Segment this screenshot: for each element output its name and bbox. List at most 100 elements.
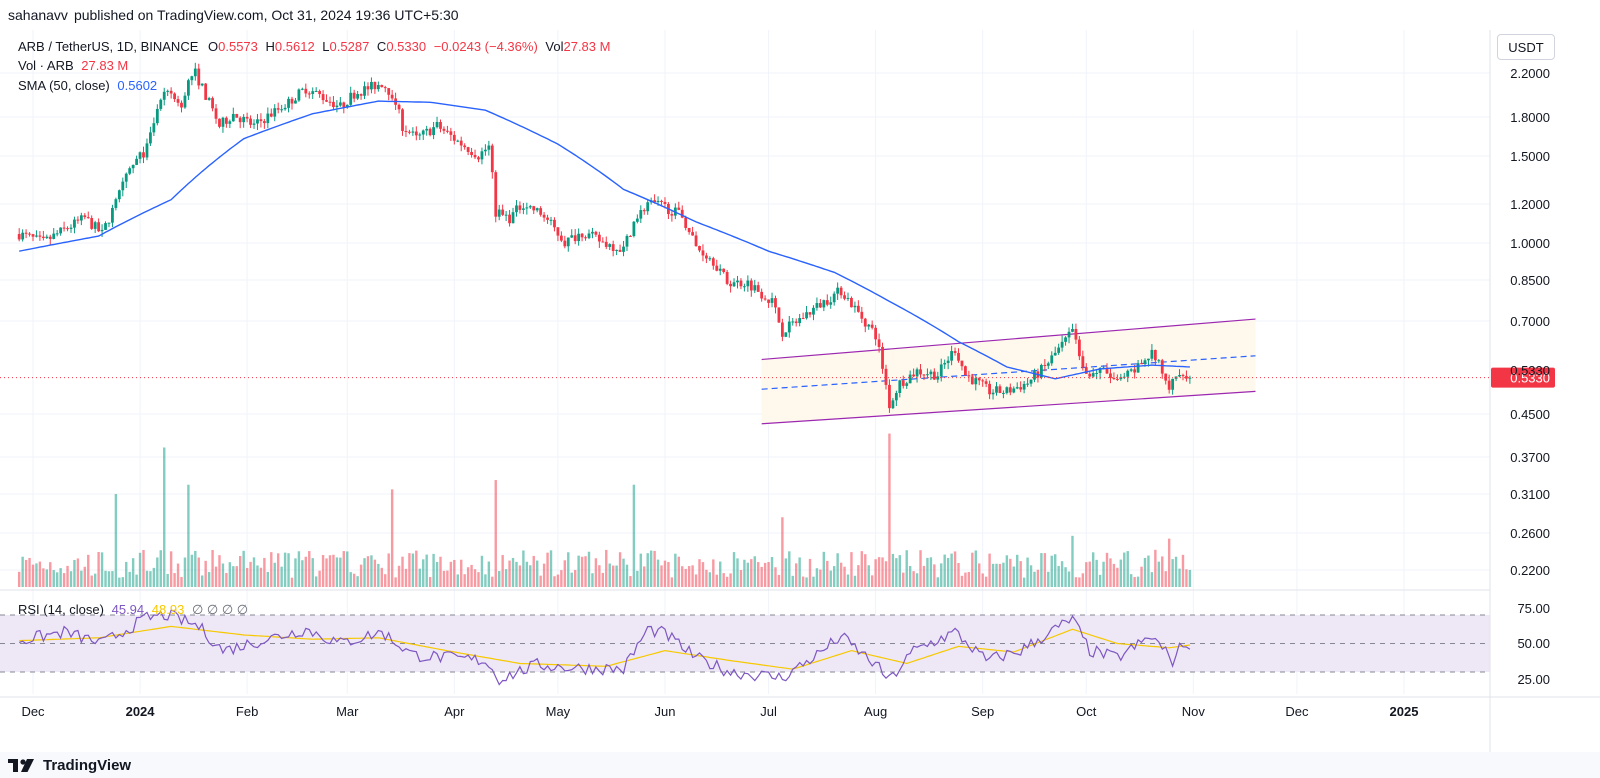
volume-bar xyxy=(1022,577,1026,587)
candle-body xyxy=(584,237,587,239)
volume-bar xyxy=(359,564,363,587)
volume-bar xyxy=(1026,557,1029,587)
symbol-legend[interactable]: ARB / TetherUS, 1D, BINANCE O0.5573 H0.5… xyxy=(18,37,610,56)
volume-bar xyxy=(826,560,829,587)
volume-bar xyxy=(560,570,563,587)
candle-body xyxy=(304,88,308,94)
volume-bar xyxy=(577,555,580,587)
volume-bar xyxy=(770,556,774,587)
time-tick-label: 2024 xyxy=(126,704,156,719)
volume-bar xyxy=(1123,552,1126,587)
candle-body xyxy=(259,119,263,122)
volume-bar xyxy=(846,574,850,587)
volume-bar xyxy=(767,562,770,587)
candle-body xyxy=(490,145,494,173)
candle-body xyxy=(832,293,836,303)
candle-body xyxy=(1050,355,1054,364)
volume-bar xyxy=(294,558,297,587)
volume-bar xyxy=(729,573,732,587)
volume-bar xyxy=(273,562,276,587)
candle-body xyxy=(477,157,480,160)
tradingview-logo[interactable]: TradingView xyxy=(8,753,131,777)
volume-bar xyxy=(971,552,974,587)
volume-bar xyxy=(1074,577,1078,587)
candle-body xyxy=(563,240,567,247)
candle-body xyxy=(622,246,625,252)
candle-body xyxy=(1064,337,1067,342)
volume-bar xyxy=(1140,566,1143,587)
volume-bar xyxy=(639,553,642,587)
volume-bar xyxy=(539,575,542,587)
sma-legend[interactable]: SMA (50, close) 0.5602 xyxy=(18,76,157,95)
candle-body xyxy=(615,249,619,251)
volume-bar xyxy=(1040,553,1043,587)
volume-bar xyxy=(908,565,912,587)
candle-body xyxy=(970,376,974,385)
candle-body xyxy=(211,98,214,109)
candle-body xyxy=(287,98,290,108)
candle-body xyxy=(238,117,242,123)
candle-body xyxy=(746,280,750,287)
time-tick-label: Sep xyxy=(971,704,994,719)
volume-bar xyxy=(691,565,694,587)
volume-bar xyxy=(705,569,708,587)
sma-legend-value: 0.5602 xyxy=(117,78,158,93)
volume-bar xyxy=(515,561,518,587)
volume-bar xyxy=(708,572,712,587)
candle-body xyxy=(117,190,121,200)
candle-body xyxy=(1077,339,1081,357)
candle-body xyxy=(549,219,553,221)
symbol-title[interactable]: ARB / TetherUS, 1D, BINANCE xyxy=(18,39,199,54)
volume-bar xyxy=(62,573,66,587)
candle-body xyxy=(1160,360,1164,374)
candle-body xyxy=(428,128,432,136)
candle-body xyxy=(401,109,404,131)
volume-bar xyxy=(722,573,725,587)
candle-body xyxy=(48,236,52,239)
candle-body xyxy=(294,100,297,104)
candlesticks xyxy=(17,62,1192,413)
candle-body xyxy=(283,107,287,110)
candle-body xyxy=(708,258,712,260)
candle-body xyxy=(470,151,473,156)
candle-body xyxy=(342,102,346,108)
volume-bar xyxy=(473,569,477,587)
author-name[interactable]: sahanavv xyxy=(8,7,68,23)
candle-body xyxy=(601,241,605,243)
volume-legend-value: 27.83 M xyxy=(81,58,129,73)
rsi-legend[interactable]: RSI (14, close) 45.94 48.93 ∅ ∅ ∅ ∅ xyxy=(18,600,248,619)
candle-body xyxy=(373,81,377,90)
candle-body xyxy=(1053,352,1057,356)
candle-body xyxy=(1119,377,1123,380)
candle-body xyxy=(587,233,591,239)
volume-bar xyxy=(522,550,525,587)
candle-body xyxy=(784,332,788,337)
candle-body xyxy=(843,295,846,299)
volume-bar xyxy=(929,557,933,587)
candle-body xyxy=(356,94,360,99)
candle-body xyxy=(252,123,256,125)
volume-bar xyxy=(114,494,118,587)
candle-body xyxy=(642,210,646,212)
volume-bar xyxy=(629,576,632,587)
volume-bar xyxy=(211,549,214,587)
candle-body xyxy=(995,386,998,393)
volume-bar xyxy=(660,565,663,587)
volume-bar xyxy=(1102,561,1105,587)
candle-body xyxy=(97,222,101,232)
volume-bar xyxy=(753,556,756,587)
candle-body xyxy=(1088,373,1092,377)
candle-body xyxy=(73,219,76,228)
candle-body xyxy=(894,392,898,401)
price-chart[interactable]: 0.5330 75.00 50.00 25.00 2.2000 1.8000 1.500… xyxy=(0,0,1600,752)
volume-bar xyxy=(1085,562,1088,587)
candle-body xyxy=(1008,387,1012,393)
volume-bar xyxy=(180,576,183,587)
candle-body xyxy=(280,109,284,111)
candle-body xyxy=(321,94,325,101)
currency-unit-button[interactable]: USDT xyxy=(1497,34,1555,60)
volume-bar xyxy=(504,569,508,587)
volume-bar xyxy=(774,567,777,587)
volume-legend[interactable]: Vol · ARB 27.83 M xyxy=(18,56,128,75)
candle-body xyxy=(960,360,964,367)
